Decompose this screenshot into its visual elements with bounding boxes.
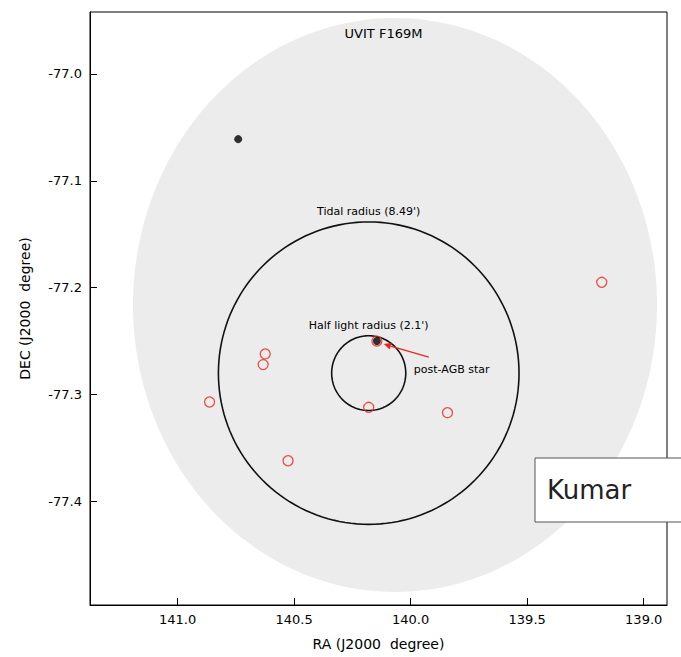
svg-text:139.5: 139.5 — [509, 612, 546, 627]
svg-text:139.0: 139.0 — [625, 612, 662, 627]
svg-text:DEC (J2000 degree): DEC (J2000 degree) — [17, 237, 33, 380]
svg-text:-77.1: -77.1 — [48, 173, 82, 188]
svg-text:-77.3: -77.3 — [48, 387, 82, 402]
svg-text:Kumar: Kumar — [547, 475, 631, 505]
svg-text:RA (J2000 degree): RA (J2000 degree) — [313, 636, 445, 652]
svg-text:-77.4: -77.4 — [48, 494, 82, 509]
svg-text:post-AGB star: post-AGB star — [414, 363, 490, 376]
svg-text:UVIT F169M: UVIT F169M — [345, 26, 423, 41]
svg-text:-77.2: -77.2 — [48, 280, 82, 295]
svg-text:140.5: 140.5 — [276, 612, 313, 627]
svg-text:140.0: 140.0 — [392, 612, 429, 627]
svg-text:141.0: 141.0 — [159, 612, 196, 627]
svg-text:-77.0: -77.0 — [48, 66, 82, 81]
svg-text:Tidal radius (8.49'): Tidal radius (8.49') — [316, 205, 420, 218]
svg-text:Half light radius (2.1'): Half light radius (2.1') — [309, 319, 429, 332]
